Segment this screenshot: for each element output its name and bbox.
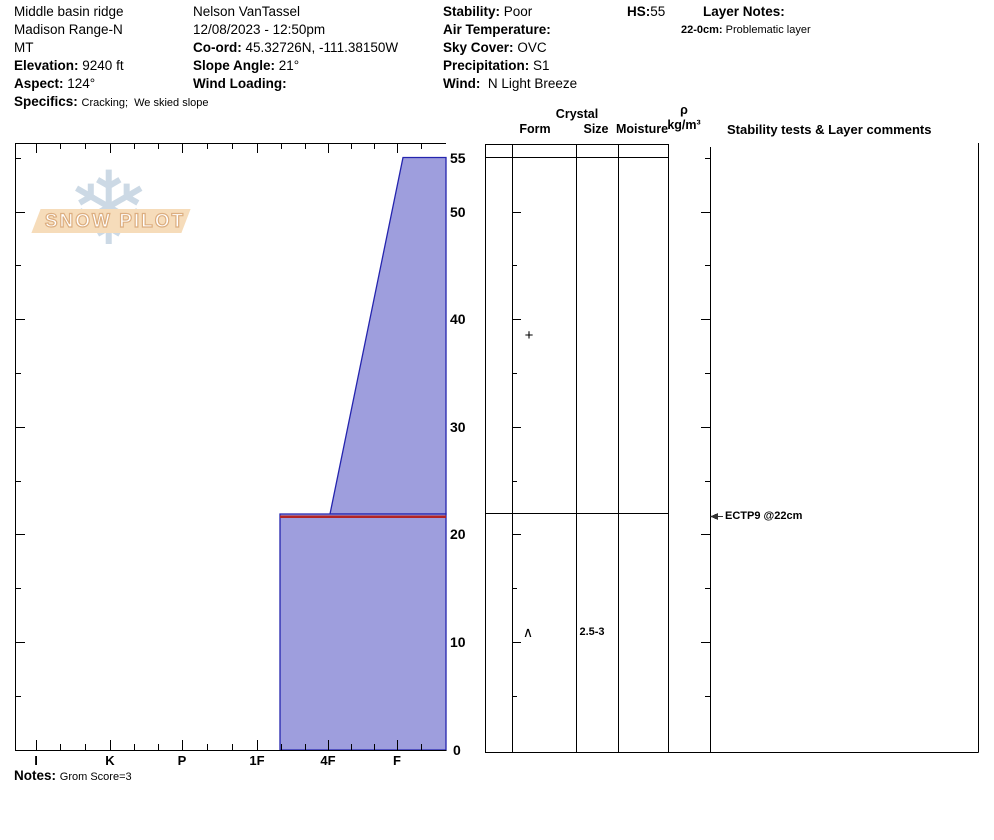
x-tick-P: P	[177, 753, 187, 768]
grain-form-dh-icon: ∧	[522, 624, 534, 640]
coord-line: Co-ord: 45.32726N, -111.38150W	[193, 40, 399, 55]
ectp-test-label: ECTP9 @22cm	[725, 510, 803, 522]
snow-layer-lower	[279, 513, 447, 751]
logo-text: SNOW PILOT	[44, 210, 186, 232]
ectp-arrow-icon	[710, 513, 723, 520]
grain-form-pp-icon: +	[524, 327, 534, 344]
y-tick-0: 0	[453, 742, 461, 758]
layer-note: 22-0cm: Problematic layer	[681, 24, 811, 36]
comments-column-ticks	[701, 158, 710, 697]
specifics-line: Specifics: Cracking; We skied slope	[14, 94, 209, 109]
left-axis-ticks	[15, 158, 25, 697]
moisture-header: Moisture	[616, 122, 669, 136]
x-tick-1F: 1F	[249, 753, 265, 768]
aspect-line: Aspect: 124°	[14, 76, 96, 91]
table-grid	[485, 143, 979, 753]
observer-name: Nelson VanTassel	[193, 4, 301, 19]
site-range: Madison Range-N	[14, 22, 123, 37]
top-axis-ticks	[36, 143, 422, 153]
y-tick-30: 30	[450, 419, 466, 435]
y-tick-55: 55	[450, 150, 466, 166]
x-tick-K: K	[105, 753, 115, 768]
size-header: Size	[583, 122, 609, 136]
wind-loading-line: Wind Loading:	[193, 76, 287, 91]
x-tick-4F: 4F	[320, 753, 336, 768]
hs-line: HS:55	[627, 4, 666, 19]
x-tick-F: F	[393, 753, 401, 768]
stability-line: Stability: Poor	[443, 4, 533, 19]
y-tick-20: 20	[450, 526, 466, 542]
bottom-axis-ticks	[36, 740, 422, 750]
y-tick-10: 10	[450, 634, 466, 650]
y-tick-50: 50	[450, 204, 466, 220]
site-state: MT	[14, 40, 34, 55]
density-header: ρ	[680, 103, 688, 117]
wind-line: Wind: N Light Breeze	[443, 76, 578, 91]
elevation-line: Elevation: 9240 ft	[14, 58, 124, 73]
crystal-header: Crystal	[555, 107, 599, 121]
form-header: Form	[519, 122, 551, 136]
form-column-ticks	[512, 212, 521, 697]
slope-angle-line: Slope Angle: 21°	[193, 58, 300, 73]
snow-layer-upper	[329, 156, 447, 515]
site-name: Middle basin ridge	[14, 4, 124, 19]
x-tick-I: I	[34, 753, 38, 768]
precipitation-line: Precipitation: S1	[443, 58, 550, 73]
date-time: 12/08/2023 - 12:50pm	[193, 22, 326, 37]
density-units: kg/m³	[667, 118, 701, 132]
y-tick-40: 40	[450, 311, 466, 327]
layer-notes-label: Layer Notes:	[703, 4, 785, 19]
stability-tests-header: Stability tests & Layer comments	[727, 122, 932, 137]
sky-cover-line: Sky Cover: OVC	[443, 40, 547, 55]
air-temp-line: Air Temperature:	[443, 22, 551, 37]
notes-line: Notes: Grom Score=3	[14, 768, 132, 783]
grain-size-value: 2.5-3	[579, 626, 605, 638]
